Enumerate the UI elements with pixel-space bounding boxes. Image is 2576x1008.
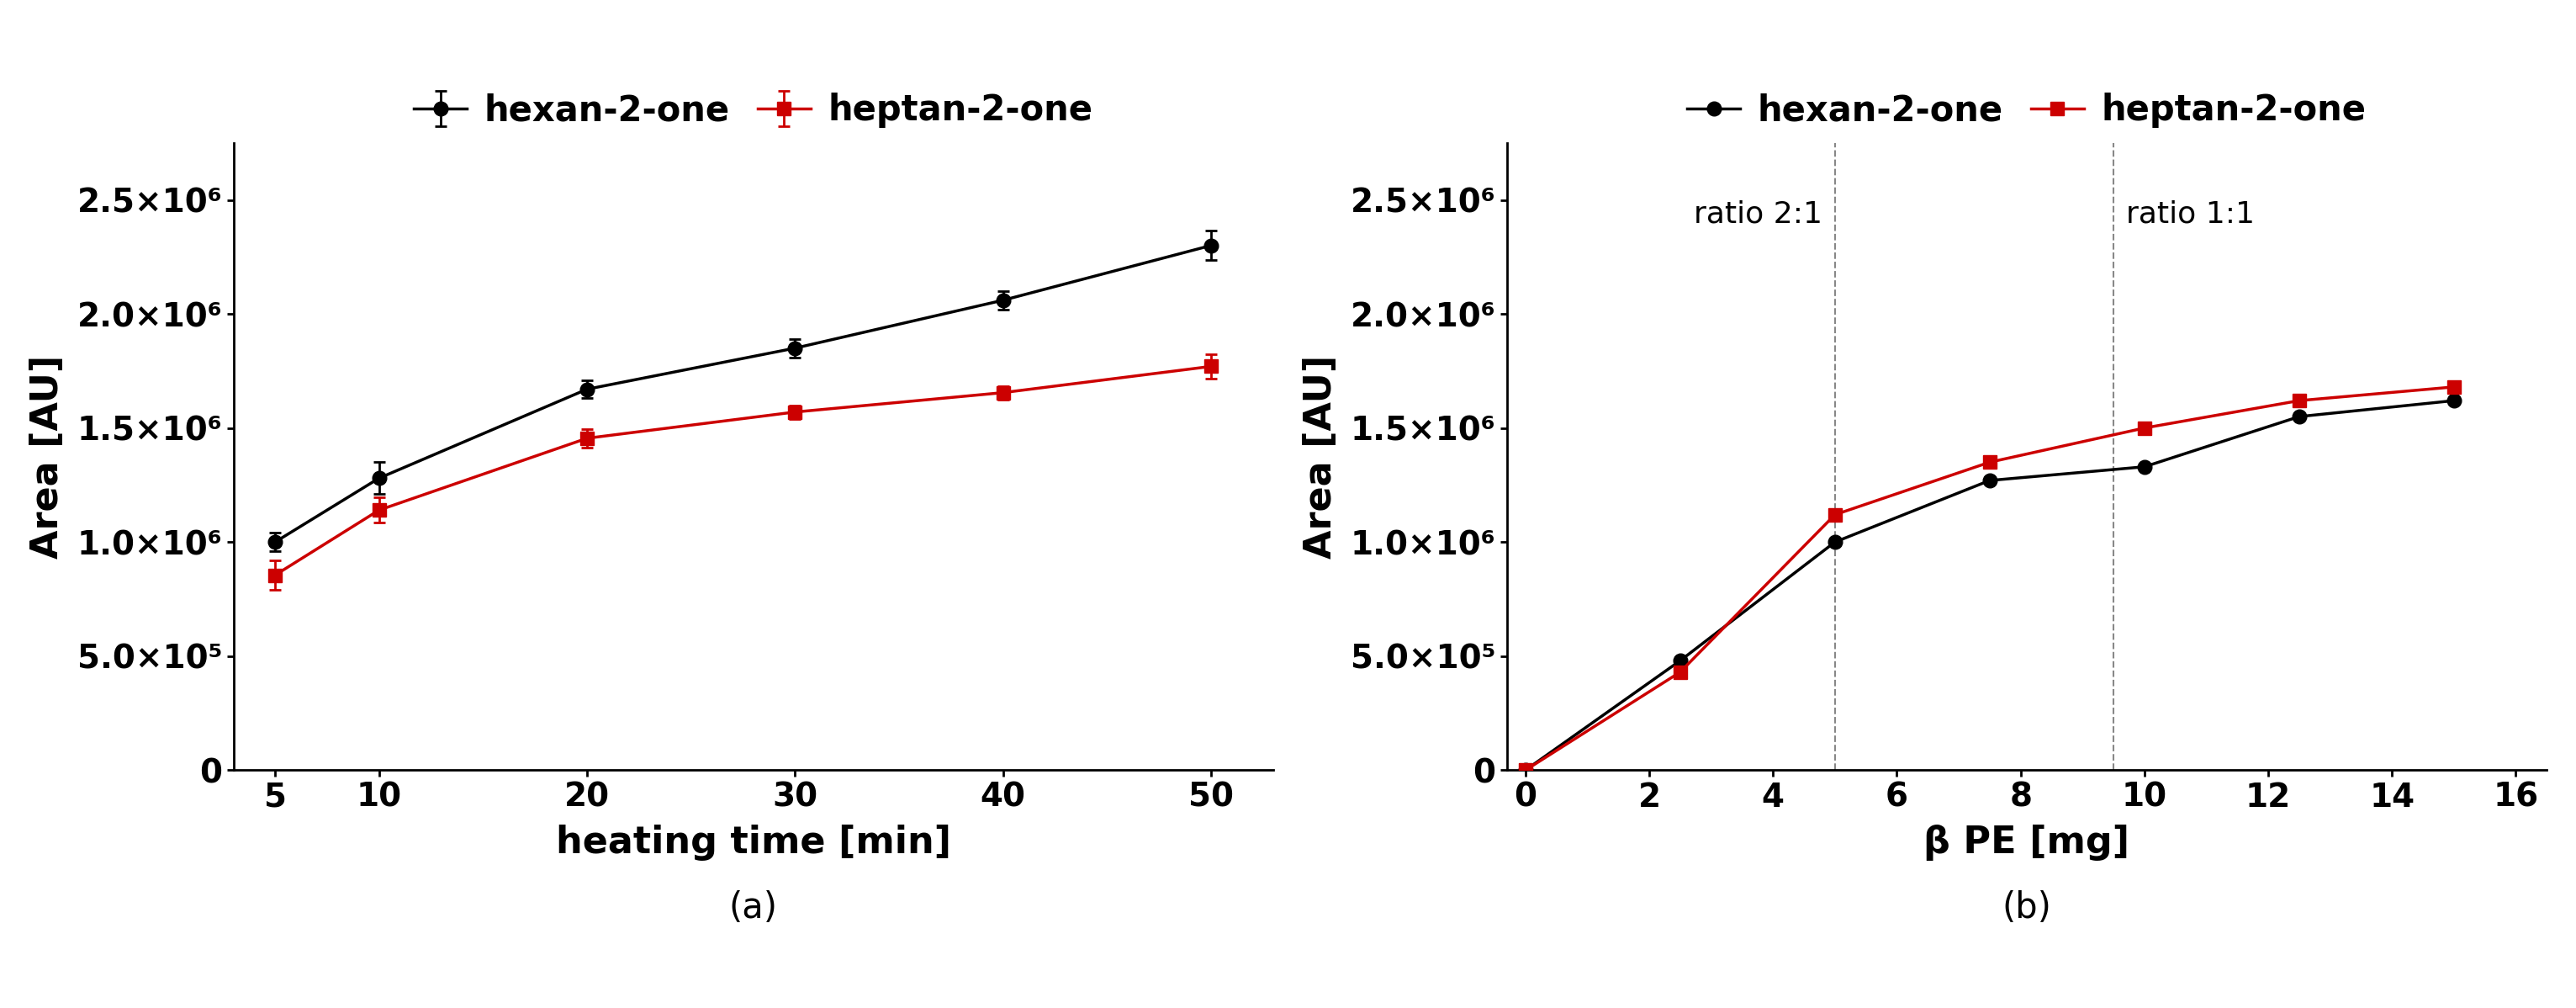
heptan-2-one	[1973, 457, 2004, 469]
Text: (a): (a)	[729, 890, 778, 926]
Line: heptan-2-one: heptan-2-one	[1520, 380, 2460, 776]
Text: (b): (b)	[2002, 890, 2050, 926]
Text: ratio 2:1: ratio 2:1	[1695, 200, 1824, 229]
hexan-2-one	[2439, 394, 2470, 406]
X-axis label: heating time [min]: heating time [min]	[556, 825, 951, 861]
hexan-2-one	[1510, 764, 1540, 776]
heptan-2-one	[2128, 422, 2159, 434]
heptan-2-one	[2285, 394, 2316, 406]
Text: ratio 1:1: ratio 1:1	[2125, 200, 2254, 229]
Legend: hexan-2-one, heptan-2-one: hexan-2-one, heptan-2-one	[1674, 79, 2380, 142]
X-axis label: β PE [mg]: β PE [mg]	[1924, 825, 2130, 861]
hexan-2-one	[2285, 410, 2316, 422]
heptan-2-one	[1664, 666, 1695, 678]
Legend: hexan-2-one, heptan-2-one: hexan-2-one, heptan-2-one	[399, 79, 1108, 142]
hexan-2-one	[1973, 475, 2004, 487]
hexan-2-one	[2128, 461, 2159, 473]
Y-axis label: Area [AU]: Area [AU]	[28, 355, 64, 558]
hexan-2-one	[1664, 654, 1695, 666]
hexan-2-one	[1819, 536, 1850, 548]
heptan-2-one	[1510, 764, 1540, 776]
heptan-2-one	[1819, 509, 1850, 521]
Y-axis label: Area [AU]: Area [AU]	[1303, 355, 1340, 558]
heptan-2-one	[2439, 381, 2470, 393]
Line: hexan-2-one: hexan-2-one	[1517, 393, 2460, 777]
